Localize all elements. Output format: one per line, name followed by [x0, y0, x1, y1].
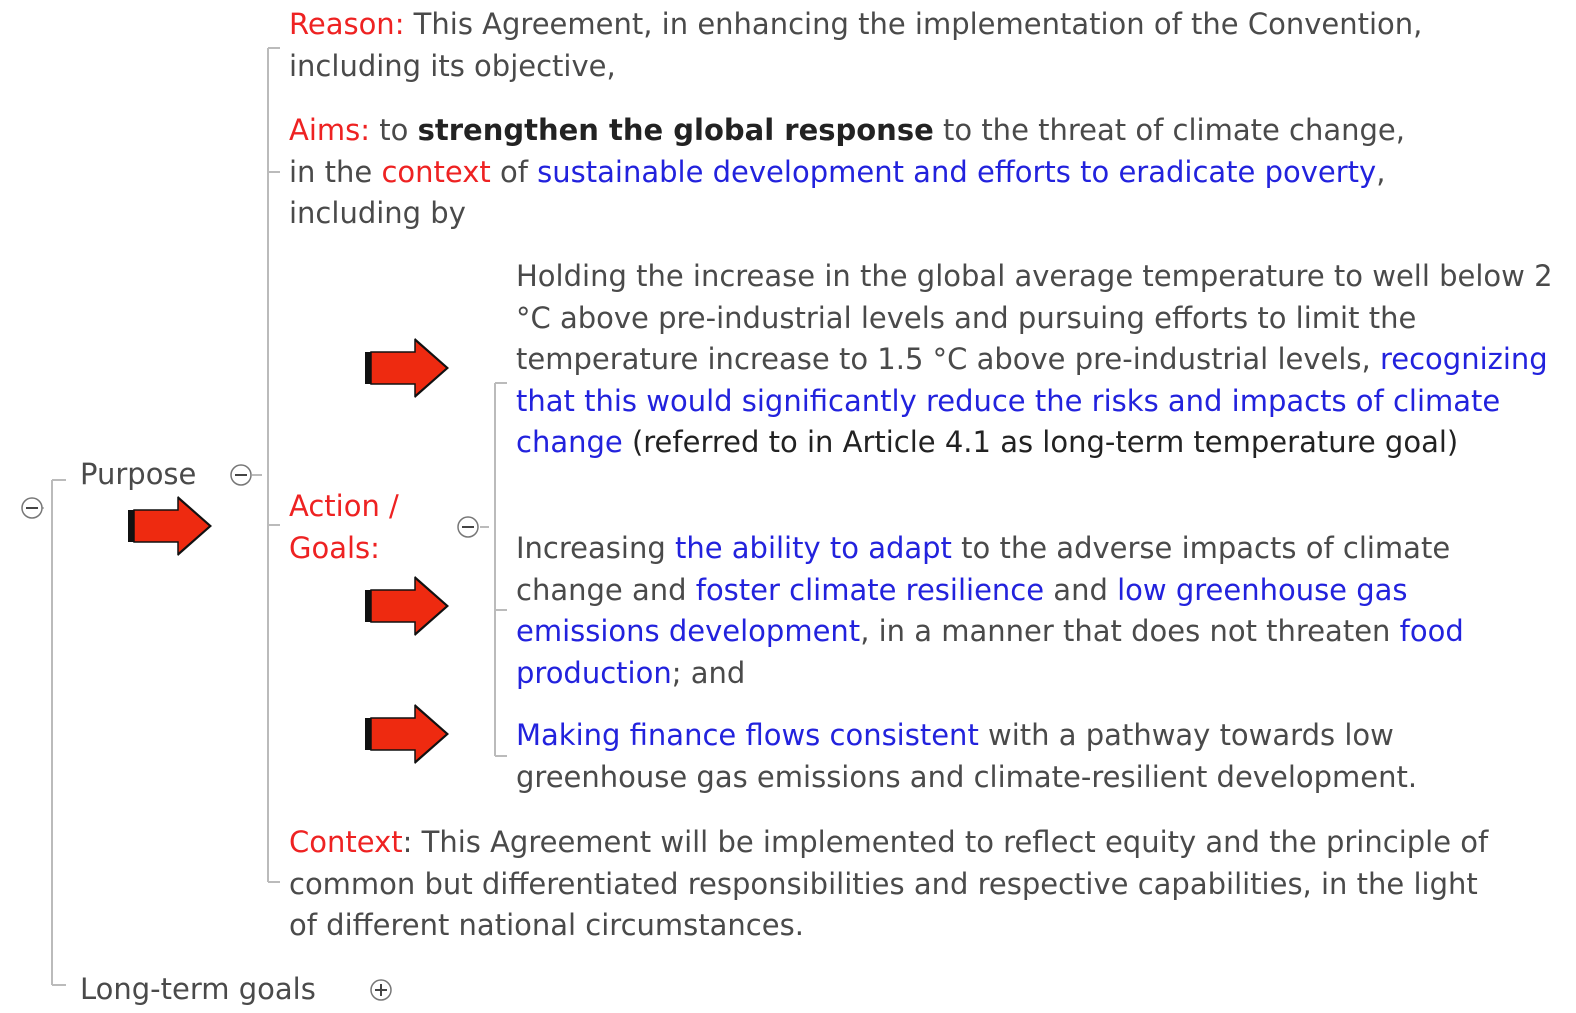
goal-node: Holding the increase in the global avera… — [516, 256, 1561, 464]
aims-node: Aims: to strengthen the global response … — [289, 110, 1439, 235]
purpose-label: Purpose — [80, 457, 197, 491]
text-run: recognizing that this would significantl… — [516, 342, 1548, 459]
goal-node: Making finance flows consistent with a p… — [516, 715, 1574, 798]
text-run: : This Agreement will be implemented to … — [289, 825, 1489, 942]
text-run: the ability to adapt — [674, 531, 952, 565]
purpose-branch — [252, 47, 280, 883]
text-run: and — [1044, 572, 1118, 607]
text-run: ; and — [671, 655, 746, 690]
text-run: , in a manner that does not threaten — [860, 614, 1400, 648]
text-run: Making finance flows consistent — [516, 718, 979, 752]
text-run: Aims: — [289, 113, 371, 147]
text-run: of — [490, 154, 538, 189]
text-run: to — [370, 113, 418, 147]
context-node: Context: This Agreement will be implemen… — [289, 822, 1499, 947]
text-run: sustainable development and efforts to e… — [537, 154, 1377, 189]
text-run: , including by — [289, 154, 1386, 231]
text-run: Reason: — [289, 7, 405, 41]
goal-node: Increasing the ability to adapt to the a… — [516, 528, 1516, 694]
text-run: to the adverse impacts of climate change… — [516, 531, 1451, 607]
text-run: to the threat of climate change, in the — [289, 113, 1405, 189]
text-run: food production — [516, 614, 1464, 690]
long-term-goals-label: Long-term goals — [80, 972, 316, 1006]
text-run: foster climate resilience — [695, 572, 1045, 607]
text-run: with a pathway towards low greenhouse ga… — [516, 718, 1418, 794]
text-run: Holding the increase in the global avera… — [516, 259, 1553, 376]
arrows — [128, 338, 449, 764]
text-run: low greenhouse gas emissions development — [516, 572, 1408, 649]
text-run: context — [381, 154, 491, 189]
text-run: This Agreement, in enhancing the impleme… — [289, 7, 1423, 83]
goals-branch — [480, 382, 507, 757]
text-run: Increasing — [516, 531, 675, 565]
action-goals-label: Action / Goals: — [289, 489, 399, 565]
text-run: strengthen the global response — [417, 113, 934, 147]
reason-node: Reason: This Agreement, in enhancing the… — [289, 4, 1429, 87]
root-branch — [32, 479, 66, 986]
text-run: Context — [289, 825, 403, 859]
text-run: (referred to in Article 4.1 as long-term… — [622, 425, 1459, 459]
